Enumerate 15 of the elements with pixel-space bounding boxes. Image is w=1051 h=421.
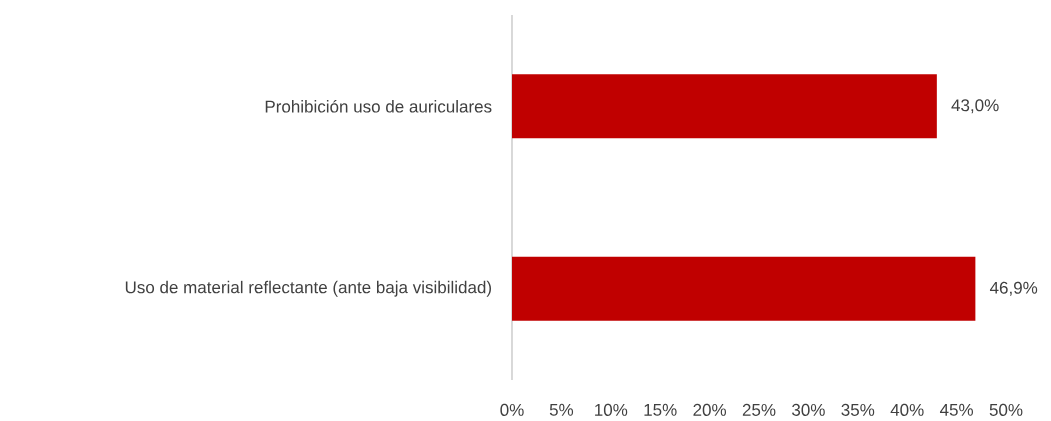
x-tick-label: 45% [939,403,974,416]
y-tick-label: Uso de material reflectante (ante baja visibilidad) [125,280,492,297]
x-tick-label: 5% [549,403,574,416]
x-tick-label: 25% [742,403,776,416]
x-tick-label: 40% [890,403,924,416]
x-tick-label: 20% [693,403,727,416]
x-tick-label: 0% [500,403,524,416]
x-tick-label: 35% [841,403,875,416]
x-tick-label: 15% [644,403,677,416]
x-tick-label: 30% [792,403,825,416]
x-tick-label: 10% [595,403,628,416]
data-label: 46,9% [989,281,1038,296]
data-label: 43,0% [951,99,999,114]
x-tick-label: 50% [989,403,1023,416]
y-tick-label: Prohibición uso de auriculares [265,99,492,113]
